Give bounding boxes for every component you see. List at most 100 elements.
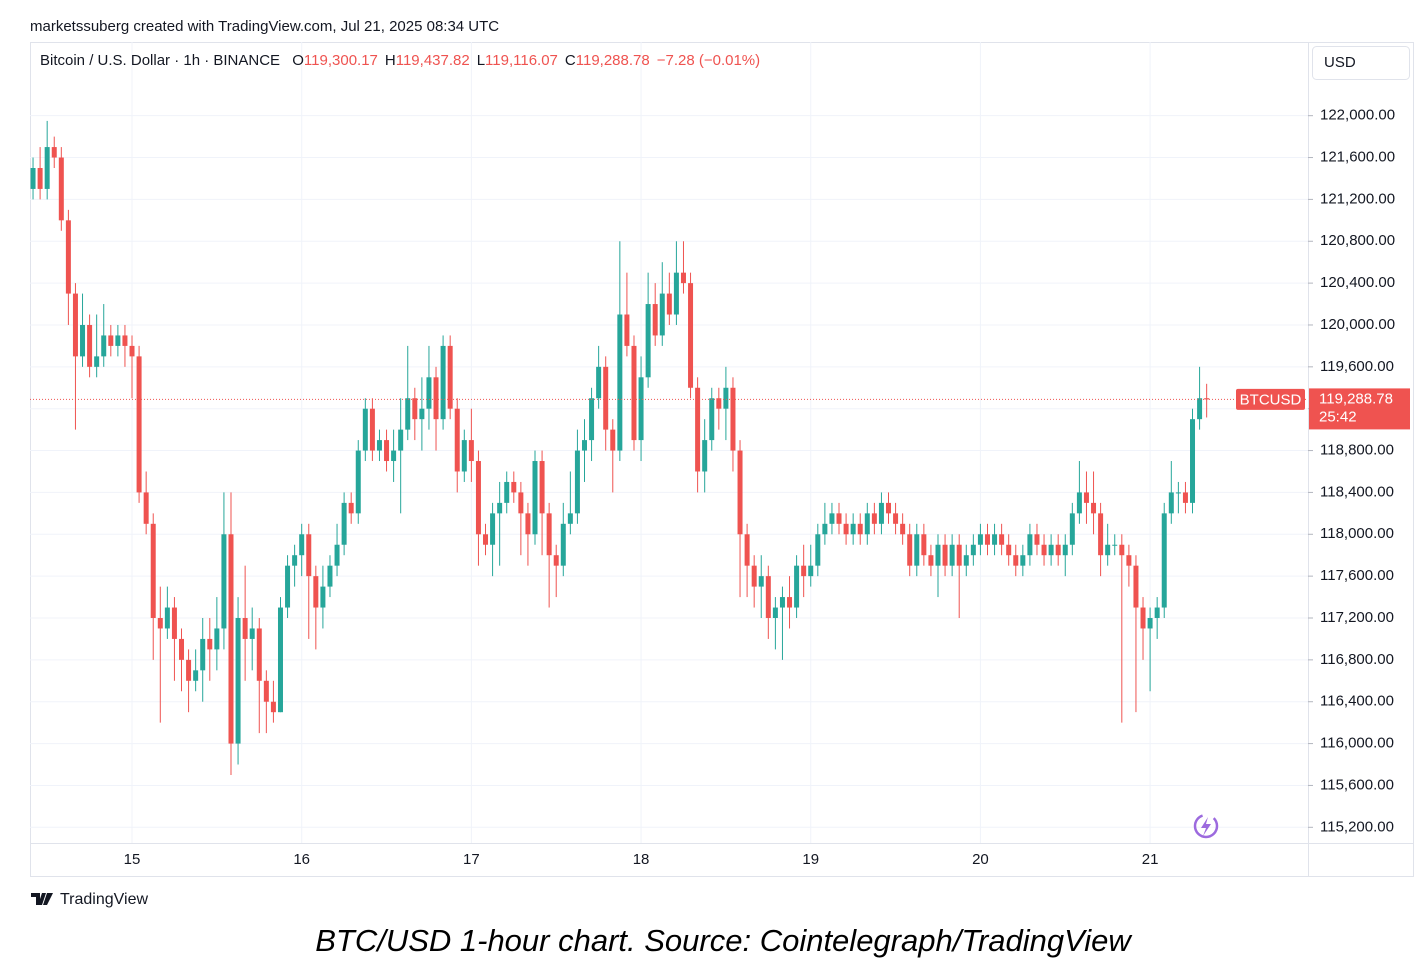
candle-body (504, 481, 510, 503)
candle-body (136, 356, 142, 493)
candle-body (659, 293, 665, 336)
candle-body (1055, 544, 1061, 556)
candle-body (695, 387, 701, 472)
candle-body (475, 461, 481, 535)
price-tag-countdown: 25:42 (1319, 408, 1357, 425)
candle-body (1147, 618, 1153, 629)
candle-body (744, 534, 750, 566)
candle-body (405, 398, 411, 430)
watermark-icon (1193, 813, 1219, 839)
candle-body (327, 565, 333, 587)
candle-body (1041, 544, 1047, 556)
candle-body (447, 345, 453, 409)
y-tick-label: 117,200.00 (1320, 609, 1394, 626)
x-tick-label: 19 (802, 851, 819, 868)
y-tick-label: 118,400.00 (1320, 483, 1394, 500)
y-tick-label: 121,600.00 (1320, 149, 1395, 166)
y-tick-label: 115,200.00 (1320, 818, 1394, 835)
candle-body (716, 398, 722, 409)
candle-body (779, 597, 785, 608)
candle-body (581, 440, 587, 451)
candle-body (893, 513, 899, 524)
candle-body (878, 502, 884, 524)
candle-body (709, 398, 715, 441)
brand-logo (31, 893, 53, 905)
legend-value: 119,437.82 (396, 52, 470, 69)
candle-body (1020, 555, 1026, 566)
candle-body (511, 481, 517, 493)
candle-body (1091, 502, 1097, 514)
candle-body (94, 356, 100, 367)
candle-body (384, 440, 390, 462)
candle-body (30, 168, 36, 189)
candle-body (221, 534, 227, 629)
candle-body (1083, 492, 1089, 503)
candle-body (1048, 544, 1054, 556)
candle-body (433, 377, 439, 420)
candle-body (843, 523, 849, 535)
price-tag-label: 119,288.78 (1319, 390, 1393, 407)
candle-body (207, 638, 213, 650)
symbol-tag (1236, 388, 1305, 410)
currency[interactable]: USD (1324, 54, 1356, 71)
candle-body (758, 576, 764, 587)
candle-body (723, 387, 729, 409)
x-tick-label: 18 (633, 851, 650, 868)
x-tick-label: 21 (1142, 851, 1159, 868)
candle-body (277, 607, 283, 713)
candle-body (992, 534, 998, 545)
candle-body (299, 534, 305, 556)
candle-body (440, 345, 446, 420)
candle-body (949, 544, 955, 566)
price-tag (1309, 388, 1410, 430)
legend-key: C (565, 52, 576, 69)
candle-body (497, 502, 503, 514)
candle-body (737, 450, 743, 535)
candle-body (65, 220, 71, 294)
symbol-tag-label: BTCUSD (1240, 391, 1302, 408)
candle-body (815, 534, 821, 566)
candle-body (150, 523, 156, 618)
candle-body (645, 304, 651, 378)
candle-body (1182, 492, 1188, 503)
x-tick-label: 17 (463, 851, 480, 868)
candle-body (87, 324, 93, 367)
candle-body (461, 440, 467, 472)
currency-button[interactable] (1312, 46, 1410, 80)
candle-body (525, 513, 531, 535)
candle-body (263, 680, 269, 702)
brand: TradingView (60, 891, 148, 908)
candle-body (186, 659, 192, 681)
candle-body (680, 272, 686, 284)
candle-body (1076, 492, 1082, 514)
candle-body (871, 513, 877, 524)
candle-body (624, 314, 630, 346)
candle-body (772, 607, 778, 618)
candle-body (1105, 544, 1111, 556)
candle-body (787, 597, 793, 608)
symbol: Bitcoin / U.S. Dollar · 1h · BINANCE (40, 52, 280, 69)
candle-body (1069, 513, 1075, 545)
y-tick-label: 118,800.00 (1320, 442, 1394, 459)
legend-change: −7.28 (−0.01%) (657, 52, 760, 69)
candle-body (850, 523, 856, 535)
candle-body (553, 555, 559, 566)
candle-body (214, 628, 220, 650)
frame (30, 42, 1414, 877)
y-tick-label: 120,400.00 (1320, 274, 1395, 291)
candle-body (292, 555, 298, 566)
plot-area (30, 120, 1308, 775)
legend-key: L (477, 52, 485, 69)
candle-body (419, 408, 425, 420)
legend-value: 119,300.17 (304, 52, 378, 69)
y-tick-label: 118,000.00 (1320, 525, 1394, 542)
candle-body (560, 523, 566, 566)
candle-body (306, 534, 312, 577)
candle-body (1119, 544, 1125, 556)
candle-body (1112, 544, 1118, 546)
candle-body (921, 534, 927, 556)
candle-body (129, 345, 135, 357)
legend-value: 119,288.78 (576, 52, 650, 69)
candle-body (242, 618, 248, 639)
